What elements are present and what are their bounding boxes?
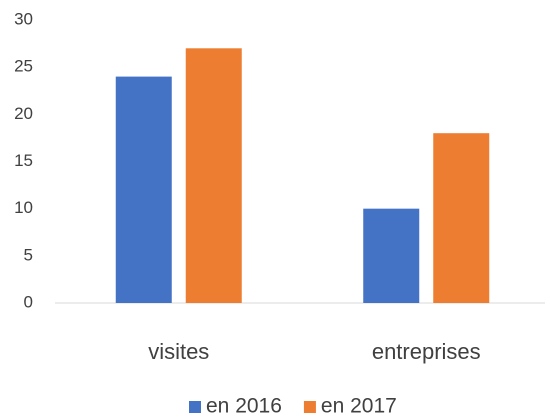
y-tick-label: 15 [14,151,33,170]
bar [185,48,242,303]
legend-label: en 2017 [321,395,397,418]
y-tick-label: 20 [14,104,33,123]
y-tick-label: 10 [14,198,33,217]
y-tick-label: 0 [24,292,33,311]
legend-swatch [189,401,201,413]
y-tick-label: 5 [24,245,33,264]
x-tick-label: entreprises [372,339,481,364]
bar [433,133,490,303]
bar [363,208,420,303]
y-tick-label: 25 [14,57,33,76]
legend-swatch [303,401,316,413]
y-tick-label: 30 [14,9,33,28]
legend-label: en 2016 [206,395,282,418]
bar [115,76,172,303]
x-tick-label: visites [148,339,209,364]
